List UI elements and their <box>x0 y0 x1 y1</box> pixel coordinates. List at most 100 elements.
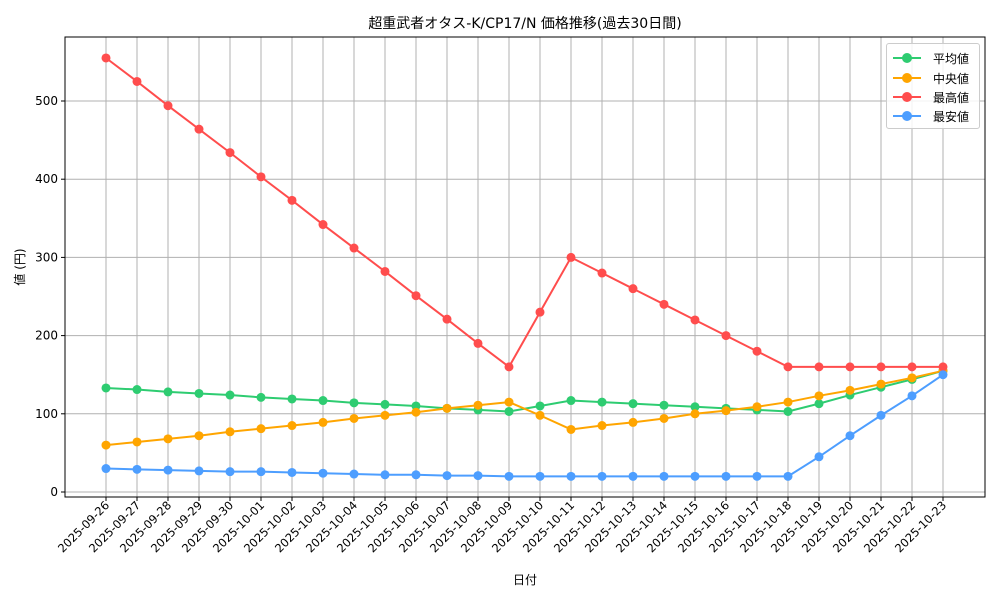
data-point <box>287 467 297 477</box>
legend: 平均値 中央値 最高値 最安値 <box>886 43 980 129</box>
series-最高値 <box>101 53 948 372</box>
y-tick-label: 300 <box>35 250 58 264</box>
data-point <box>566 252 576 262</box>
data-point <box>721 331 731 341</box>
data-point <box>814 452 824 462</box>
data-point <box>504 397 514 407</box>
data-point <box>256 424 266 434</box>
data-point <box>318 417 328 427</box>
legend-label: 最安値 <box>933 110 970 124</box>
legend-item-median: 中央値 <box>887 68 979 88</box>
data-point <box>845 431 855 441</box>
y-tick-label: 100 <box>35 407 58 421</box>
data-point <box>225 427 235 437</box>
data-point <box>814 391 824 401</box>
data-point <box>628 471 638 481</box>
data-point <box>349 398 359 408</box>
data-point <box>473 400 483 410</box>
data-point <box>318 220 328 230</box>
data-point <box>256 172 266 182</box>
data-point <box>504 362 514 372</box>
data-point <box>535 401 545 411</box>
data-point <box>659 413 669 423</box>
data-point <box>752 346 762 356</box>
data-point <box>876 362 886 372</box>
legend-label: 平均値 <box>933 52 970 66</box>
y-tick-label: 0 <box>50 485 58 499</box>
data-point <box>442 403 452 413</box>
series-最安値 <box>101 370 948 481</box>
data-point <box>194 124 204 134</box>
data-point <box>132 464 142 474</box>
data-series <box>101 53 948 481</box>
grid-lines <box>65 37 985 497</box>
legend-item-min: 最安値 <box>887 106 979 126</box>
chart-title: 超重武者オタス-K/CP17/N 価格推移(過去30日間) <box>368 16 681 32</box>
legend-marker-icon <box>902 73 912 83</box>
series-line <box>105 57 943 369</box>
data-point <box>659 400 669 410</box>
data-point <box>752 471 762 481</box>
data-point <box>349 469 359 479</box>
data-point <box>907 373 917 383</box>
data-point <box>101 440 111 450</box>
series-中央値 <box>101 366 948 450</box>
data-point <box>194 388 204 398</box>
data-point <box>597 397 607 407</box>
data-point <box>814 399 824 409</box>
data-point <box>101 383 111 393</box>
legend-label: 最高値 <box>933 91 970 105</box>
data-point <box>194 466 204 476</box>
data-point <box>628 284 638 294</box>
data-point <box>597 471 607 481</box>
plot-area-frame <box>64 36 986 498</box>
data-point <box>380 470 390 480</box>
legend-marker-icon <box>902 111 912 121</box>
legend-item-max: 最高値 <box>887 87 979 107</box>
y-axis-ticks: 0 100 200 300 400 500 <box>35 94 65 499</box>
data-point <box>504 471 514 481</box>
data-point <box>380 266 390 276</box>
x-axis-label: 日付 <box>513 573 537 587</box>
data-point <box>411 470 421 480</box>
data-point <box>597 268 607 278</box>
data-point <box>783 471 793 481</box>
data-point <box>845 362 855 372</box>
data-point <box>349 243 359 253</box>
data-point <box>783 406 793 416</box>
data-point <box>907 362 917 372</box>
legend-item-average: 平均値 <box>887 48 979 68</box>
x-axis-ticks: 2025-09-262025-09-272025-09-282025-09-29… <box>55 497 949 555</box>
data-point <box>225 148 235 158</box>
data-point <box>132 437 142 447</box>
data-point <box>287 421 297 431</box>
data-point <box>938 370 948 380</box>
data-point <box>132 385 142 395</box>
data-point <box>442 471 452 481</box>
data-point <box>938 362 948 372</box>
data-point <box>442 314 452 324</box>
data-point <box>287 195 297 205</box>
data-point <box>380 399 390 409</box>
data-point <box>690 409 700 419</box>
data-point <box>411 401 421 411</box>
data-point <box>690 402 700 412</box>
data-point <box>721 471 731 481</box>
data-point <box>628 417 638 427</box>
data-point <box>752 402 762 412</box>
data-point <box>411 407 421 417</box>
data-point <box>783 362 793 372</box>
data-point <box>535 410 545 420</box>
data-point <box>163 101 173 111</box>
data-point <box>163 387 173 397</box>
data-point <box>721 406 731 416</box>
data-point <box>566 424 576 434</box>
data-point <box>256 467 266 477</box>
data-point <box>411 291 421 301</box>
data-point <box>163 465 173 475</box>
data-point <box>101 464 111 474</box>
data-point <box>876 379 886 389</box>
data-point <box>690 471 700 481</box>
data-point <box>101 53 111 63</box>
